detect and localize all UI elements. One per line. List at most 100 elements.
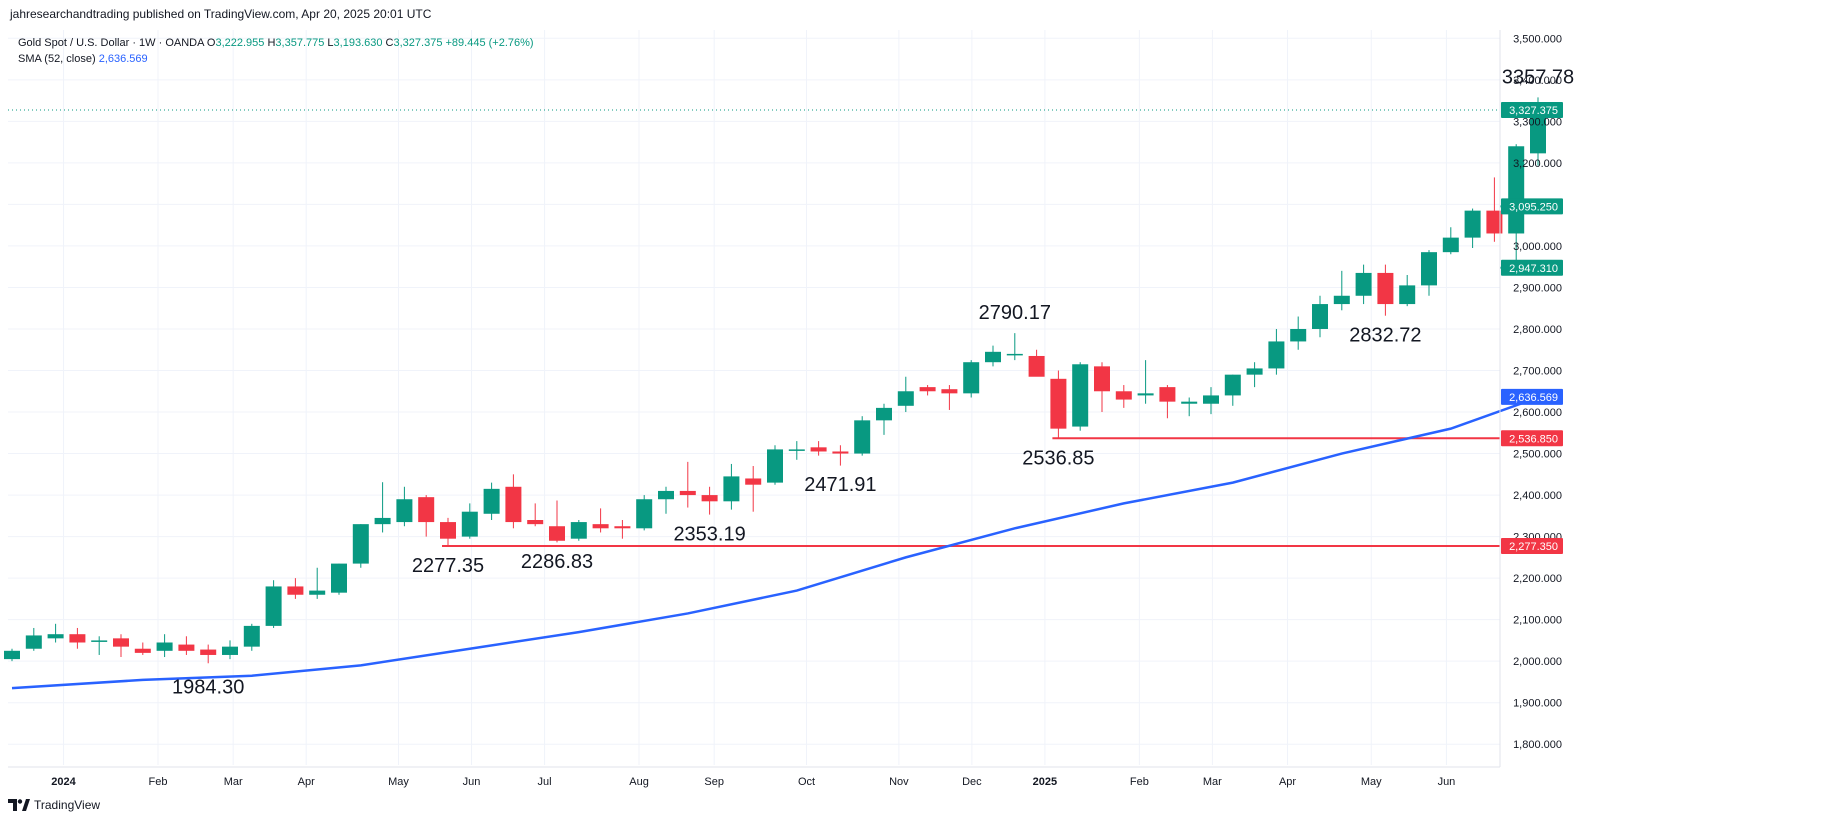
candle	[134, 642, 151, 655]
candle-body	[156, 642, 173, 651]
candle-body	[1421, 252, 1437, 286]
time-tick-label: Mar	[1203, 776, 1222, 788]
candle	[69, 627, 86, 649]
close-label: C	[385, 37, 394, 49]
time-tick-label: Apr	[1279, 776, 1296, 788]
candle-body	[679, 490, 696, 496]
candle	[810, 441, 827, 456]
candle	[1181, 397, 1198, 417]
candle	[636, 495, 653, 531]
time-tick-label: 2024	[51, 776, 76, 788]
candle-body	[1137, 393, 1154, 396]
candle-body	[1333, 295, 1350, 305]
price-tag-label: 2,636.569	[1509, 392, 1558, 404]
price-chart[interactable]: 3357.78 2790.17 2832.72 2536.85 2471.91 2353.…	[0, 30, 1835, 797]
close-value: 3,327.375	[393, 37, 443, 49]
candle	[1421, 250, 1437, 296]
price-tag-box	[1501, 198, 1563, 215]
candle	[1115, 385, 1132, 408]
candle	[265, 580, 282, 628]
price-tick-label: 2,100.000	[1513, 615, 1562, 627]
candle	[919, 385, 936, 396]
time-tick-label: Apr	[298, 776, 315, 788]
price-annotation: 1984.30	[172, 677, 244, 699]
candle-body	[614, 526, 631, 529]
candle-body	[25, 635, 42, 649]
time-tick-label: 2025	[1033, 776, 1057, 788]
sma-label[interactable]: SMA (52, close)	[18, 53, 96, 65]
candle	[897, 376, 914, 413]
candle-body	[658, 490, 674, 500]
candle	[178, 636, 195, 655]
candle	[658, 486, 674, 514]
candle	[1377, 264, 1394, 316]
time-tick-label: Jul	[538, 776, 552, 788]
price-annotation: 2277.35	[412, 555, 484, 577]
candle	[483, 482, 500, 520]
price-tag: 3,095.250	[1501, 198, 1563, 215]
candle	[941, 385, 958, 410]
candle	[592, 508, 609, 533]
price-annotation: 2536.85	[1022, 447, 1094, 469]
candle	[309, 567, 326, 599]
candle-body	[440, 522, 456, 539]
candle-body	[505, 486, 522, 523]
candle	[1464, 208, 1481, 249]
price-annotation: 2790.17	[979, 302, 1051, 324]
candle-body	[1246, 368, 1263, 375]
chart-legend: Gold Spot / U.S. Dollar · 1W · OANDA O 3,…	[18, 35, 534, 67]
price-tag-box	[1501, 101, 1563, 118]
price-annotation: 2353.19	[673, 524, 745, 546]
ohlc-row: Gold Spot / U.S. Dollar · 1W · OANDA O 3,…	[18, 35, 534, 51]
candle-body	[636, 499, 653, 529]
price-tag: 2,947.310	[1501, 259, 1563, 276]
candle-body	[4, 650, 20, 660]
sma-value: 2,636.569	[98, 53, 148, 65]
candle-body	[1028, 355, 1045, 377]
candle	[745, 466, 762, 512]
sma-line	[11, 396, 1539, 690]
candle	[963, 360, 980, 398]
candle	[440, 517, 456, 547]
candle-body	[788, 449, 805, 451]
candle-body	[91, 640, 108, 642]
candle	[1333, 270, 1350, 311]
price-tick-label: 2,600.000	[1513, 407, 1562, 419]
open-label: O	[206, 37, 216, 49]
time-axis: 2024 Feb Mar Apr May Jun Jul Aug Sep Oct Nov Dec 202…	[8, 766, 1500, 788]
candle-body	[832, 451, 849, 454]
candle	[1268, 328, 1285, 375]
candle-body	[309, 590, 326, 595]
candle	[679, 461, 696, 508]
candle-body	[1268, 341, 1285, 369]
candle	[1050, 370, 1067, 439]
low-value: 3,193.630	[333, 37, 383, 49]
candle	[1006, 333, 1023, 361]
candle-body	[592, 524, 609, 529]
high-label: H	[267, 37, 276, 49]
candle-body	[723, 476, 740, 502]
sma-row: SMA (52, close) 2,636.569	[18, 51, 534, 67]
candle-body	[69, 634, 86, 643]
candle	[1094, 362, 1110, 413]
price-tick-label: 2,900.000	[1513, 282, 1562, 294]
time-tick-label: Aug	[629, 776, 649, 788]
candle-body	[1399, 285, 1416, 305]
price-tick-label: 3,200.000	[1513, 158, 1562, 170]
candle	[1355, 264, 1372, 305]
candle	[352, 524, 369, 568]
candle-body	[941, 389, 958, 394]
sma-polyline	[11, 396, 1539, 690]
time-tick-label: Feb	[149, 776, 168, 788]
time-tick-label: Feb	[1130, 776, 1149, 788]
price-tick-label: 2,800.000	[1513, 324, 1562, 336]
candle-body	[1203, 395, 1219, 404]
candle-body	[200, 649, 217, 655]
footer: TradingView	[8, 795, 100, 815]
candle-body	[1094, 366, 1110, 392]
symbol-title[interactable]: Gold Spot / U.S. Dollar · 1W · OANDA	[18, 37, 204, 49]
price-tick-label: 2,400.000	[1513, 490, 1562, 502]
candle	[25, 627, 42, 651]
candle-body	[745, 478, 762, 485]
brand-name: TradingView	[34, 798, 101, 812]
